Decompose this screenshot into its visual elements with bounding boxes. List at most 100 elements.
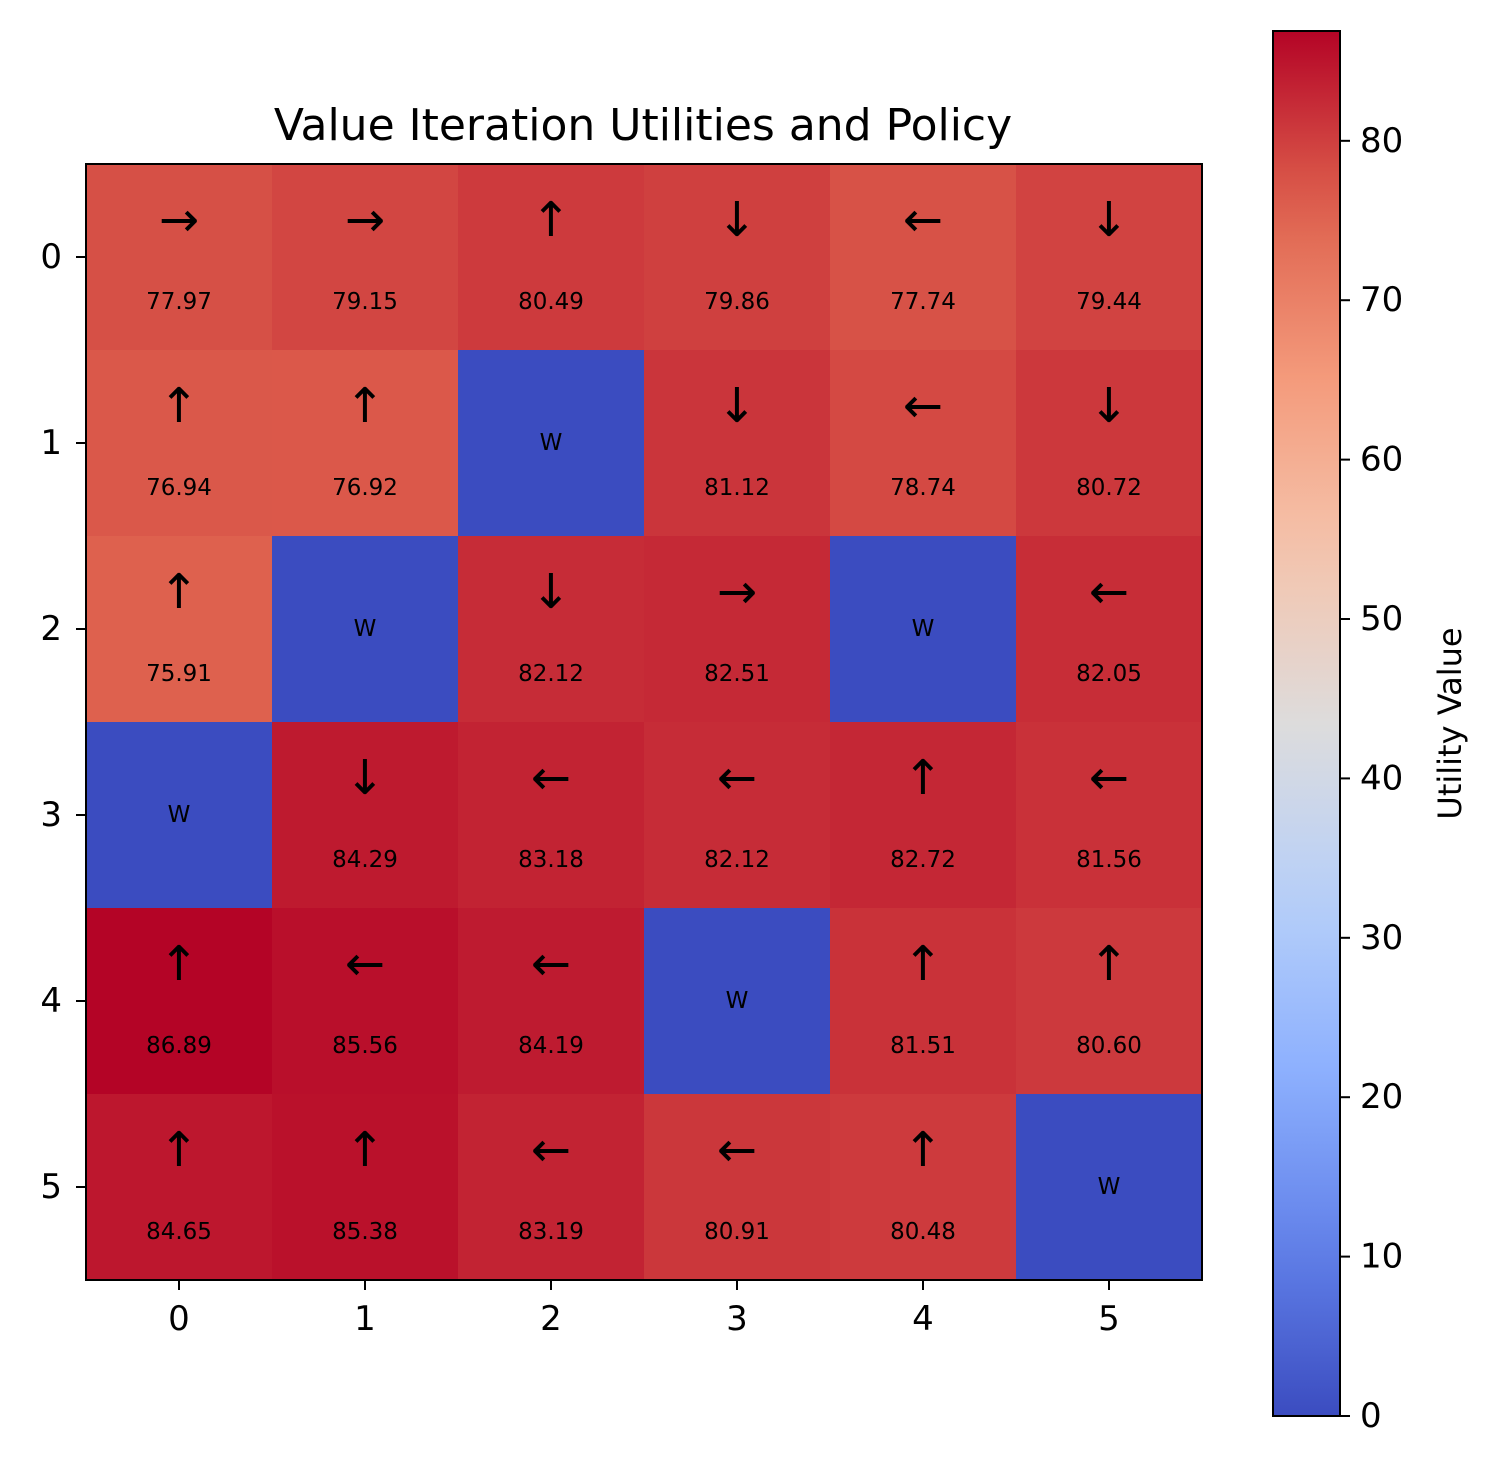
utility-value-label: 82.05: [1076, 661, 1142, 687]
utility-value-label: 79.15: [332, 289, 398, 315]
heatmap-cell-r0-c3: [644, 164, 830, 350]
policy-arrow: ↑: [159, 936, 199, 992]
colorbar-tick-label: 20: [1360, 1077, 1403, 1117]
colorbar-tick-label: 50: [1360, 599, 1403, 639]
y-tick-label: 2: [40, 609, 62, 649]
policy-arrow: ←: [345, 936, 385, 992]
y-tick-label: 1: [40, 423, 62, 463]
y-tick-label: 0: [40, 237, 62, 277]
heatmap-cell-r0-c0: [86, 164, 272, 350]
x-tick-label: 5: [1098, 1299, 1120, 1339]
policy-arrow: ←: [1089, 564, 1129, 620]
utility-value-label: 82.12: [518, 661, 584, 687]
heatmap-cell-r1-c5: [1016, 350, 1202, 536]
colorbar-tick-label: 60: [1360, 440, 1403, 480]
policy-arrow: ←: [717, 750, 757, 806]
policy-arrow: ←: [1089, 750, 1129, 806]
y-tick-label: 4: [40, 981, 62, 1021]
utility-value-label: 83.18: [518, 847, 584, 873]
y-tick-label: 3: [40, 795, 62, 835]
utility-value-label: 84.65: [146, 1219, 212, 1245]
heatmap-cell-r0-c1: [272, 164, 458, 350]
heatmap-cell-r1-c2: [458, 350, 644, 536]
policy-arrow: ↓: [1089, 378, 1129, 434]
policy-arrow: →: [717, 564, 757, 620]
x-tick-label: 0: [168, 1299, 190, 1339]
utility-value-label: 81.56: [1076, 847, 1142, 873]
wall-label: W: [354, 616, 377, 642]
wall-label: W: [726, 988, 749, 1014]
heatmap-cell-r0-c5: [1016, 164, 1202, 350]
x-tick-label: 3: [726, 1299, 748, 1339]
policy-arrow: ←: [903, 378, 943, 434]
heatmap-cell-r2-c2: [458, 536, 644, 722]
utility-value-label: 81.51: [890, 1033, 956, 1059]
colorbar: 0 10 20 30 40 50 60 70 80 Utility Value: [1272, 30, 1469, 1436]
cell-annotations: → 77.97 → 79.15 ↑ 80.49 ↓ 79.86 ← 77.74 ↓ 79.44 ↑ 76.…: [146, 192, 1142, 1245]
utility-value-label: 86.89: [146, 1033, 212, 1059]
utility-value-label: 85.38: [332, 1219, 398, 1245]
colorbar-tick-label: 40: [1360, 758, 1403, 798]
colorbar-tick-label: 0: [1360, 1396, 1382, 1436]
heatmap-cell-r1-c3: [644, 350, 830, 536]
policy-arrow: ↓: [717, 192, 757, 248]
heatmap-grid: [86, 164, 1202, 1280]
heatmap-cell-r4-c5: [1016, 908, 1202, 1094]
x-tick-label: 1: [354, 1299, 376, 1339]
policy-arrow: ↓: [717, 378, 757, 434]
policy-arrow: →: [159, 192, 199, 248]
heatmap-cell-r2-c0: [86, 536, 272, 722]
heatmap-cell-r3-c5: [1016, 722, 1202, 908]
utility-value-label: 82.12: [704, 847, 770, 873]
wall-label: W: [1098, 1174, 1121, 1200]
colorbar-ticks: 0 10 20 30 40 50 60 70 80: [1340, 121, 1403, 1436]
heatmap-cell-r3-c2: [458, 722, 644, 908]
utility-value-label: 75.91: [146, 661, 212, 687]
heatmap-cell-r2-c3: [644, 536, 830, 722]
axes: 0 1 2 3 4 5 0 1 2 3 4 5: [40, 237, 1119, 1339]
policy-arrow: ←: [531, 750, 571, 806]
utility-value-label: 80.49: [518, 289, 584, 315]
policy-arrow: ↓: [345, 750, 385, 806]
utility-value-label: 80.72: [1076, 475, 1142, 501]
colorbar-label: Utility Value: [1431, 627, 1469, 819]
colorbar-bar: [1272, 30, 1341, 1417]
policy-arrow: ↓: [1089, 192, 1129, 248]
policy-arrow: ↑: [903, 936, 943, 992]
utility-value-label: 79.86: [704, 289, 770, 315]
heatmap-cell-r5-c2: [458, 1094, 644, 1280]
heatmap-cell-r3-c0: [86, 722, 272, 908]
heatmap-cell-r1-c4: [830, 350, 1016, 536]
utility-value-label: 82.51: [704, 661, 770, 687]
utility-value-label: 81.12: [704, 475, 770, 501]
utility-value-label: 79.44: [1076, 289, 1142, 315]
colorbar-tick-label: 80: [1360, 121, 1403, 161]
wall-label: W: [540, 430, 563, 456]
utility-value-label: 84.29: [332, 847, 398, 873]
heatmap-cell-r5-c4: [830, 1094, 1016, 1280]
policy-arrow: ↑: [159, 378, 199, 434]
policy-arrow: ↑: [1089, 936, 1129, 992]
utility-value-label: 77.97: [146, 289, 212, 315]
heatmap-cell-r5-c1: [272, 1094, 458, 1280]
x-tick-label: 2: [540, 1299, 562, 1339]
wall-label: W: [168, 802, 191, 828]
policy-arrow: ←: [531, 936, 571, 992]
policy-arrow: ↓: [531, 564, 571, 620]
utility-value-label: 80.48: [890, 1219, 956, 1245]
policy-arrow: ↑: [345, 378, 385, 434]
heatmap-cell-r2-c5: [1016, 536, 1202, 722]
heatmap-cell-r4-c1: [272, 908, 458, 1094]
policy-arrow: ←: [903, 192, 943, 248]
heatmap-cell-r3-c1: [272, 722, 458, 908]
heatmap-cell-r5-c3: [644, 1094, 830, 1280]
utility-value-label: 80.60: [1076, 1033, 1142, 1059]
policy-arrow: ←: [531, 1122, 571, 1178]
utility-value-label: 82.72: [890, 847, 956, 873]
utility-value-label: 80.91: [704, 1219, 770, 1245]
heatmap-cell-r5-c5: [1016, 1094, 1202, 1280]
heatmap-cell-r3-c3: [644, 722, 830, 908]
policy-arrow: →: [345, 192, 385, 248]
policy-arrow: ←: [717, 1122, 757, 1178]
